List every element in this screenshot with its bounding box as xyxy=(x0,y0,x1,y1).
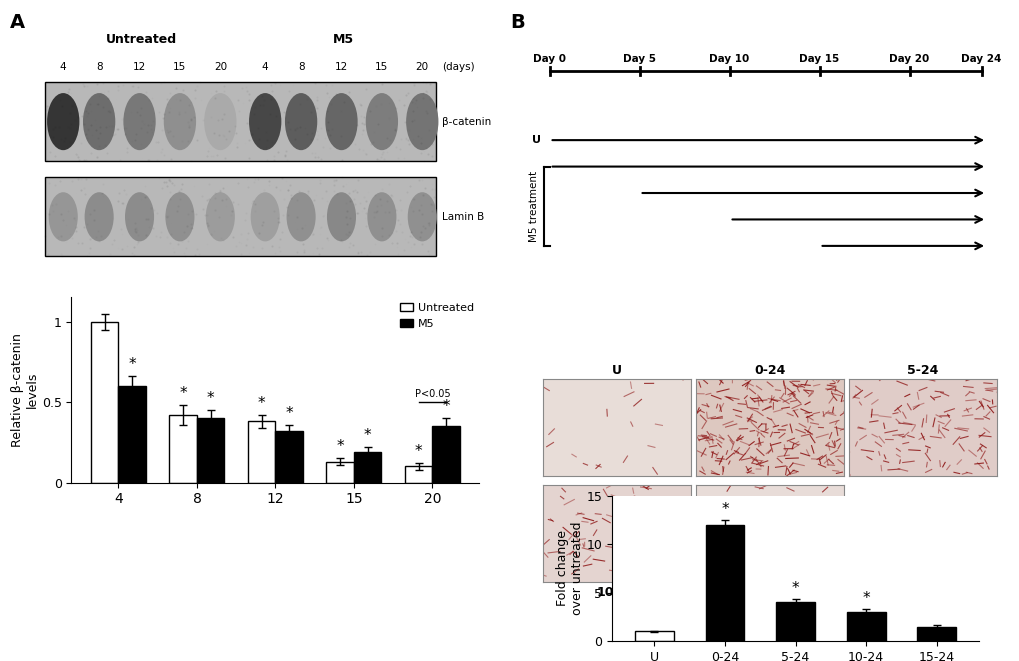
Bar xyxy=(775,602,814,641)
Text: 8: 8 xyxy=(298,62,304,72)
Text: *: * xyxy=(861,592,869,606)
Ellipse shape xyxy=(406,93,438,150)
Ellipse shape xyxy=(284,93,317,150)
Ellipse shape xyxy=(85,192,113,241)
Text: *: * xyxy=(128,358,136,372)
Text: 0-24: 0-24 xyxy=(754,364,785,377)
Bar xyxy=(45,82,435,161)
Text: Lamin B: Lamin B xyxy=(442,212,484,222)
Text: Untreated: Untreated xyxy=(106,33,177,46)
Bar xyxy=(45,177,435,256)
Text: *: * xyxy=(336,440,343,454)
Text: Day 24: Day 24 xyxy=(961,54,1001,64)
Bar xyxy=(846,612,884,641)
Bar xyxy=(705,525,744,641)
Text: *: * xyxy=(720,502,729,517)
Text: 5-24: 5-24 xyxy=(907,364,937,377)
Ellipse shape xyxy=(125,192,154,241)
Text: Day 5: Day 5 xyxy=(623,54,655,64)
Text: 20: 20 xyxy=(416,62,428,72)
Text: 12: 12 xyxy=(334,62,347,72)
Ellipse shape xyxy=(366,93,397,150)
Text: *: * xyxy=(442,399,449,414)
Text: Day 0: Day 0 xyxy=(533,54,566,64)
Y-axis label: Fold change
over untreated: Fold change over untreated xyxy=(555,522,583,615)
Bar xyxy=(275,431,303,483)
Text: Day 10: Day 10 xyxy=(709,54,749,64)
Text: 10-24: 10-24 xyxy=(596,586,637,599)
Text: *: * xyxy=(415,444,422,459)
Text: *: * xyxy=(285,406,292,420)
Text: 8: 8 xyxy=(96,62,102,72)
Ellipse shape xyxy=(408,192,436,241)
Ellipse shape xyxy=(123,93,156,150)
Ellipse shape xyxy=(251,192,279,241)
Bar xyxy=(197,418,224,483)
Bar xyxy=(91,322,118,483)
Text: *: * xyxy=(258,396,265,411)
Text: 20: 20 xyxy=(214,62,226,72)
Text: *: * xyxy=(364,428,371,443)
Bar xyxy=(118,386,146,483)
Ellipse shape xyxy=(165,192,195,241)
Ellipse shape xyxy=(47,93,79,150)
Text: 4: 4 xyxy=(60,62,66,72)
Bar xyxy=(169,415,197,483)
Text: M5 treatment: M5 treatment xyxy=(528,171,538,242)
Text: 12: 12 xyxy=(132,62,146,72)
Text: A: A xyxy=(10,13,25,32)
Ellipse shape xyxy=(83,93,115,150)
Bar xyxy=(354,452,381,483)
Text: U: U xyxy=(531,135,540,145)
Text: 15-24: 15-24 xyxy=(749,586,790,599)
Text: 4: 4 xyxy=(262,62,268,72)
Ellipse shape xyxy=(286,192,315,241)
Text: B: B xyxy=(510,13,524,32)
Bar xyxy=(405,467,432,483)
Bar xyxy=(634,631,674,641)
Text: 15: 15 xyxy=(375,62,388,72)
Text: Day 15: Day 15 xyxy=(799,54,839,64)
Text: M5: M5 xyxy=(333,33,354,46)
Ellipse shape xyxy=(49,192,77,241)
Text: (days): (days) xyxy=(442,62,475,72)
Text: U: U xyxy=(611,364,622,377)
Text: P<0.05: P<0.05 xyxy=(414,389,449,399)
Text: 15: 15 xyxy=(173,62,186,72)
Legend: Untreated, M5: Untreated, M5 xyxy=(399,303,474,329)
Ellipse shape xyxy=(206,192,234,241)
Text: Day 20: Day 20 xyxy=(889,54,928,64)
Ellipse shape xyxy=(367,192,396,241)
Y-axis label: Relative β-catenin
levels: Relative β-catenin levels xyxy=(11,333,39,447)
Text: β-catenin: β-catenin xyxy=(442,116,491,127)
Ellipse shape xyxy=(249,93,281,150)
Ellipse shape xyxy=(204,93,236,150)
Bar xyxy=(326,461,354,483)
Bar xyxy=(248,421,275,483)
Text: *: * xyxy=(207,391,214,406)
Bar xyxy=(916,627,956,641)
Ellipse shape xyxy=(164,93,196,150)
Text: *: * xyxy=(791,580,799,596)
Ellipse shape xyxy=(327,192,356,241)
Bar xyxy=(432,426,460,483)
Text: *: * xyxy=(179,386,186,401)
Ellipse shape xyxy=(325,93,358,150)
